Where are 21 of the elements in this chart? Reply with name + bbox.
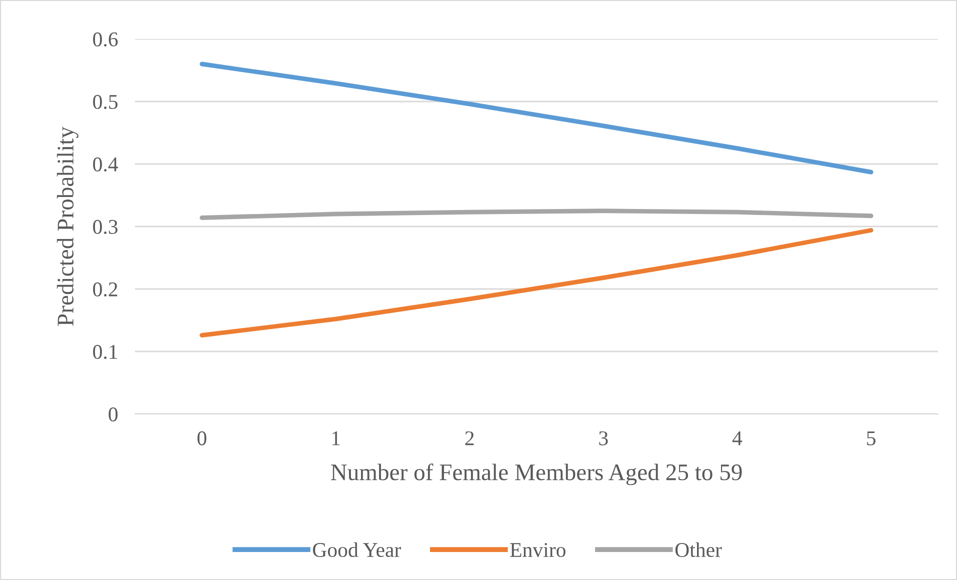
y-tick-label: 0.4 <box>93 157 118 172</box>
x-axis-title: Number of Female Members Aged 25 to 59 <box>330 463 742 486</box>
legend-label: Other <box>675 542 722 558</box>
y-tick-label: 0 <box>108 407 118 422</box>
y-tick-label: 0.2 <box>93 282 118 297</box>
x-tick-label: 5 <box>867 431 876 446</box>
x-tick-label: 3 <box>599 431 608 446</box>
y-tick-label: 0.3 <box>93 220 118 234</box>
x-tick-label: 4 <box>732 431 742 446</box>
y-tick-label: 0.6 <box>93 32 118 47</box>
x-tick-label: 2 <box>465 431 474 446</box>
legend-label: Good Year <box>312 542 402 558</box>
y-tick-label: 0.1 <box>93 344 118 360</box>
y-tick-label: 0.5 <box>93 94 118 110</box>
line-series <box>200 228 874 338</box>
legend-label: Enviro <box>510 543 566 558</box>
x-tick-label: 0 <box>198 431 206 446</box>
line-series <box>200 208 874 220</box>
line-series <box>200 62 874 174</box>
y-axis-title: Predicted Probability <box>56 126 78 326</box>
x-tick-label: 1 <box>332 431 340 446</box>
